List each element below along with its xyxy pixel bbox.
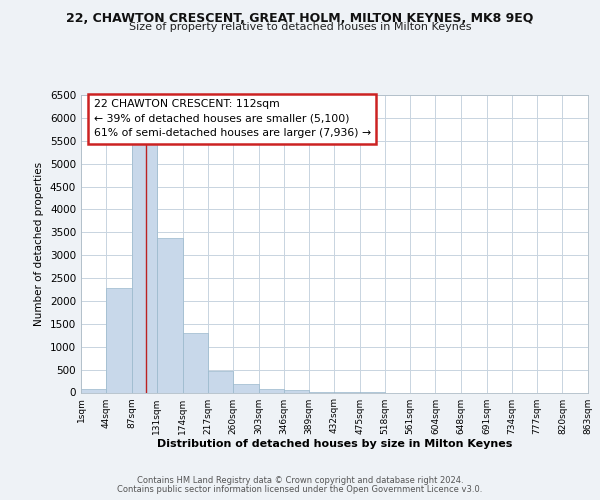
Bar (131, 144, 157, 392)
X-axis label: Distribution of detached houses by size in Milton Keynes: Distribution of detached houses by size … (157, 440, 512, 450)
Text: Size of property relative to detached houses in Milton Keynes: Size of property relative to detached ho… (129, 22, 471, 32)
Bar (233, 384, 259, 392)
Bar (284, 390, 309, 392)
Text: Contains HM Land Registry data © Crown copyright and database right 2024.: Contains HM Land Registry data © Crown c… (137, 476, 463, 485)
Bar (81, 389, 106, 392)
Text: 22, CHAWTON CRESCENT, GREAT HOLM, MILTON KEYNES, MK8 9EQ: 22, CHAWTON CRESCENT, GREAT HOLM, MILTON… (67, 12, 533, 26)
Text: 22 CHAWTON CRESCENT: 112sqm
← 39% of detached houses are smaller (5,100)
61% of : 22 CHAWTON CRESCENT: 112sqm ← 39% of det… (94, 100, 371, 138)
Bar (182, 334, 208, 392)
Y-axis label: Number of detached properties: Number of detached properties (34, 162, 44, 326)
Bar (208, 371, 233, 392)
Bar (157, 238, 182, 392)
Text: Contains public sector information licensed under the Open Government Licence v3: Contains public sector information licen… (118, 485, 482, 494)
Bar (106, 288, 131, 393)
Bar (259, 388, 284, 392)
